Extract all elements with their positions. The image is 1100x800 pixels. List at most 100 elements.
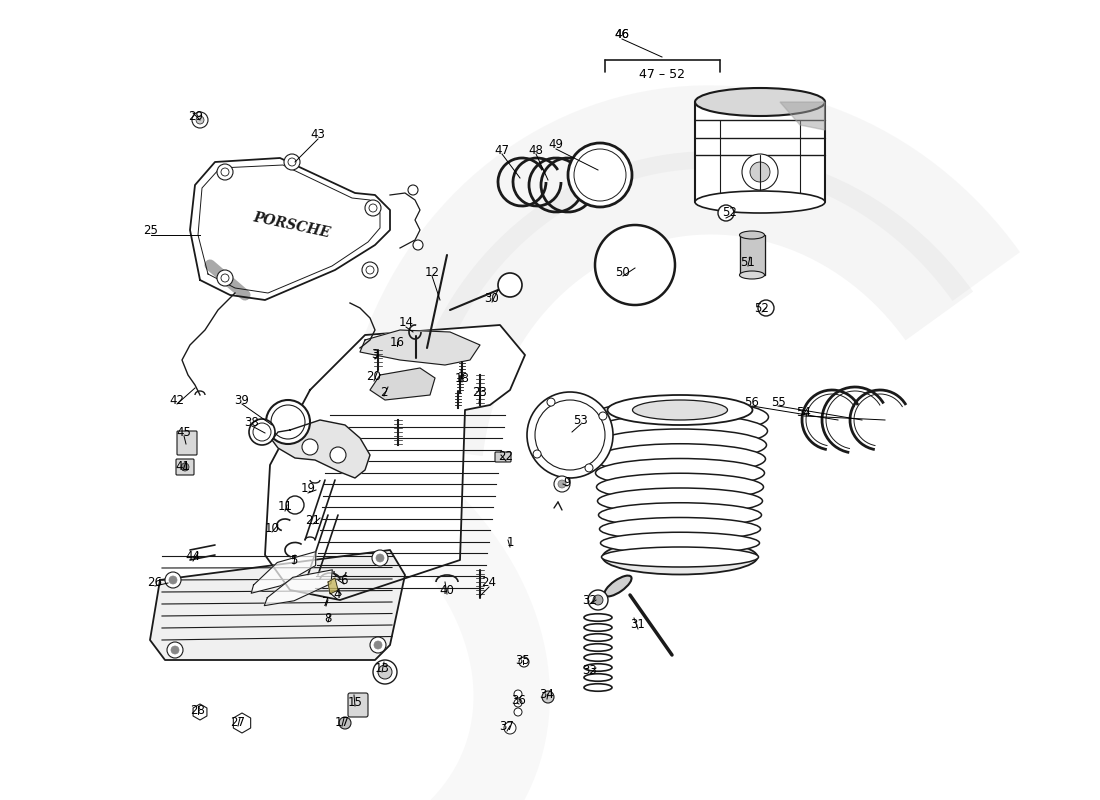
Circle shape: [595, 225, 675, 305]
Circle shape: [408, 185, 418, 195]
Circle shape: [362, 262, 378, 278]
Text: 46: 46: [615, 29, 629, 42]
Circle shape: [718, 205, 734, 221]
Circle shape: [504, 722, 516, 734]
Text: 31: 31: [630, 618, 646, 631]
Text: 5: 5: [290, 554, 298, 566]
Ellipse shape: [595, 458, 764, 487]
Circle shape: [372, 550, 388, 566]
Text: 12: 12: [425, 266, 440, 278]
Circle shape: [221, 274, 229, 282]
Ellipse shape: [632, 400, 727, 420]
Text: 48: 48: [529, 143, 543, 157]
Polygon shape: [740, 235, 764, 275]
FancyBboxPatch shape: [177, 431, 197, 455]
Circle shape: [542, 691, 554, 703]
Ellipse shape: [695, 191, 825, 213]
Text: 30: 30: [485, 291, 499, 305]
Circle shape: [378, 665, 392, 679]
Ellipse shape: [739, 231, 764, 239]
Text: PORSCHE: PORSCHE: [252, 210, 332, 240]
Circle shape: [288, 158, 296, 166]
Polygon shape: [265, 325, 525, 600]
Circle shape: [514, 699, 522, 707]
Text: 43: 43: [310, 129, 326, 142]
Text: 34: 34: [540, 689, 554, 702]
Ellipse shape: [602, 547, 759, 567]
Polygon shape: [272, 420, 370, 478]
Ellipse shape: [594, 444, 766, 474]
Text: 18: 18: [454, 371, 470, 385]
Text: 39: 39: [234, 394, 250, 406]
Circle shape: [554, 476, 570, 492]
Circle shape: [192, 112, 208, 128]
Text: 56: 56: [745, 395, 759, 409]
Circle shape: [498, 273, 522, 297]
Text: 41: 41: [176, 459, 190, 473]
Text: 38: 38: [244, 415, 260, 429]
Text: 42: 42: [169, 394, 185, 406]
Circle shape: [374, 641, 382, 649]
Text: 20: 20: [366, 370, 382, 383]
Circle shape: [284, 154, 300, 170]
Circle shape: [568, 143, 632, 207]
Circle shape: [182, 463, 189, 471]
Text: 13: 13: [375, 662, 389, 674]
Circle shape: [593, 595, 603, 605]
Circle shape: [527, 392, 613, 478]
Circle shape: [196, 116, 204, 124]
Text: 4: 4: [333, 589, 341, 602]
Text: 8: 8: [324, 611, 332, 625]
Polygon shape: [150, 550, 405, 660]
Text: 47 – 52: 47 – 52: [639, 69, 685, 82]
Circle shape: [167, 642, 183, 658]
FancyBboxPatch shape: [176, 459, 194, 475]
Text: 33: 33: [583, 663, 597, 677]
Text: 6: 6: [340, 574, 348, 586]
Text: 54: 54: [796, 406, 812, 418]
Circle shape: [330, 447, 346, 463]
Text: 37: 37: [499, 721, 515, 734]
Circle shape: [286, 496, 304, 514]
Circle shape: [339, 717, 351, 729]
Text: 29: 29: [188, 110, 204, 122]
Text: 10: 10: [265, 522, 279, 534]
Circle shape: [558, 480, 566, 488]
FancyBboxPatch shape: [348, 693, 369, 717]
Polygon shape: [264, 570, 332, 606]
Text: 52: 52: [755, 302, 769, 314]
Text: 19: 19: [300, 482, 316, 495]
Circle shape: [535, 400, 605, 470]
Circle shape: [574, 149, 626, 201]
Circle shape: [266, 400, 310, 444]
Circle shape: [588, 590, 608, 610]
Circle shape: [519, 657, 529, 667]
Text: 9: 9: [563, 475, 571, 489]
Circle shape: [370, 637, 386, 653]
Text: 51: 51: [740, 255, 756, 269]
Ellipse shape: [695, 88, 825, 116]
Circle shape: [302, 439, 318, 455]
Circle shape: [412, 240, 424, 250]
Text: 44: 44: [186, 550, 200, 563]
Circle shape: [253, 423, 271, 441]
Circle shape: [547, 398, 556, 406]
Polygon shape: [695, 102, 825, 202]
Ellipse shape: [739, 271, 764, 279]
Text: 27: 27: [231, 715, 245, 729]
Text: 21: 21: [306, 514, 320, 526]
Polygon shape: [780, 102, 825, 130]
Text: 11: 11: [277, 501, 293, 514]
Text: 35: 35: [516, 654, 530, 666]
Circle shape: [217, 270, 233, 286]
Circle shape: [742, 154, 778, 190]
Polygon shape: [370, 368, 434, 400]
Ellipse shape: [601, 532, 759, 554]
Circle shape: [271, 405, 305, 439]
Text: 15: 15: [348, 695, 362, 709]
Polygon shape: [360, 330, 480, 365]
Circle shape: [221, 168, 229, 176]
Text: 1: 1: [506, 537, 514, 550]
Circle shape: [534, 450, 541, 458]
Ellipse shape: [593, 414, 768, 448]
